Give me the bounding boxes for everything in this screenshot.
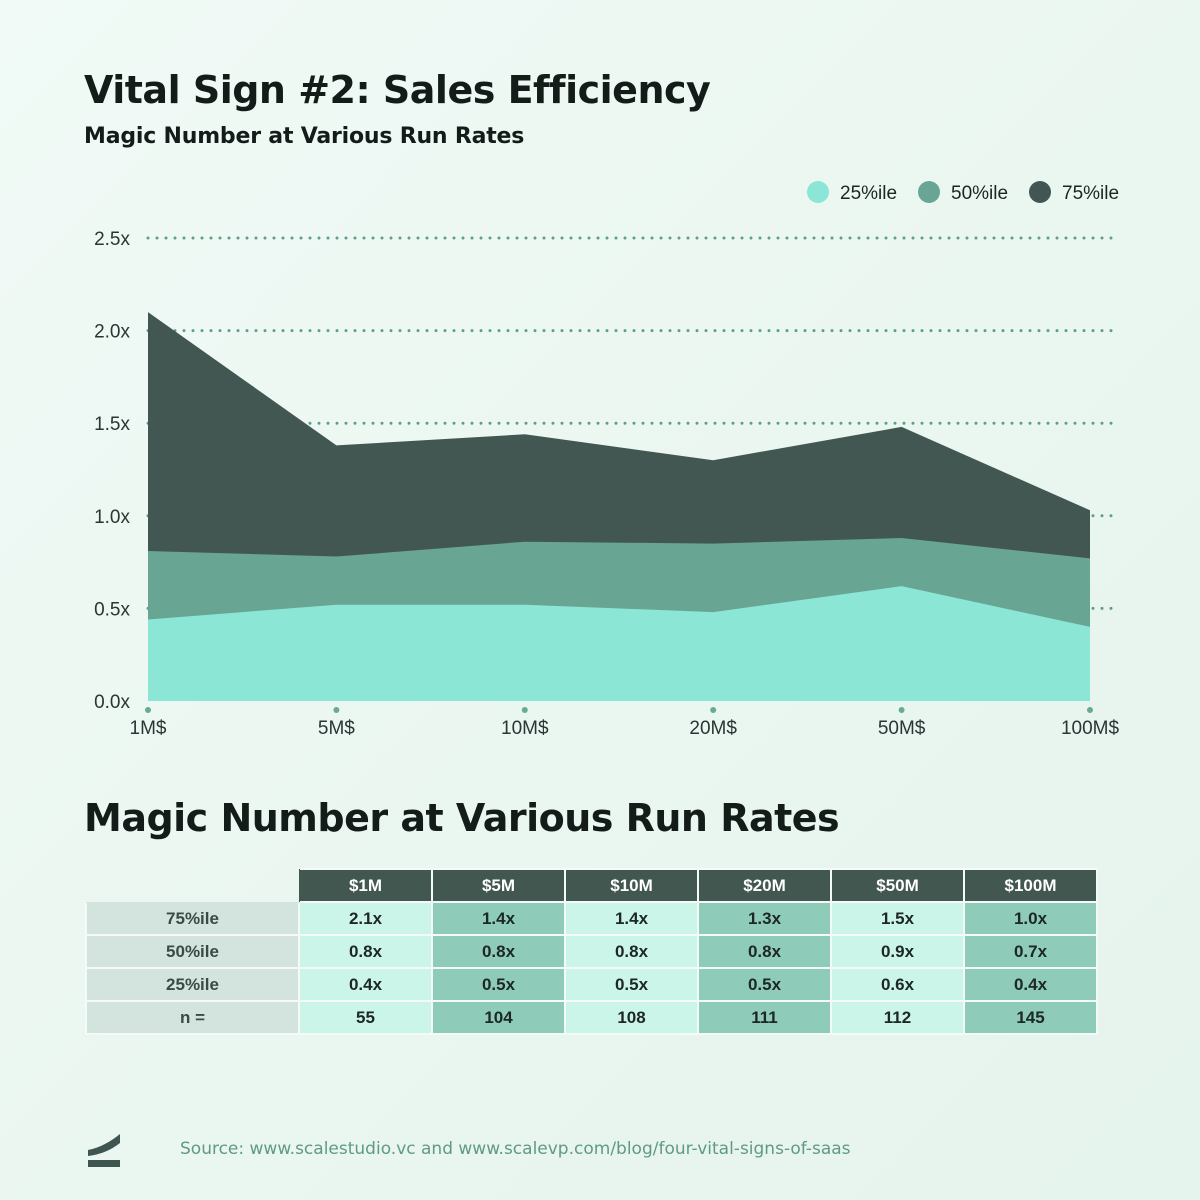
- table-row: 50%ile 0.8x 0.8x 0.8x 0.8x 0.9x 0.7x: [85, 934, 1098, 969]
- column-header: $10M: [564, 868, 699, 903]
- y-tick-label: 2.5x: [94, 229, 130, 250]
- y-tick-label: 0.0x: [94, 692, 130, 713]
- table-cell: 0.4x: [963, 967, 1098, 1002]
- column-header: $1M: [298, 868, 433, 903]
- legend-label: 25%ile: [840, 183, 897, 204]
- table-cell: 145: [963, 1000, 1098, 1035]
- x-tick-mark: [333, 707, 340, 713]
- table-cell: 0.4x: [298, 967, 433, 1002]
- table-cell: 0.8x: [431, 934, 566, 969]
- row-label: n =: [85, 1000, 300, 1035]
- table-cell: 104: [431, 1000, 566, 1035]
- chart-subtitle: Magic Number at Various Run Rates: [84, 124, 525, 149]
- chart-title: Vital Sign #2: Sales Efficiency: [84, 68, 711, 112]
- column-header: $20M: [697, 868, 832, 903]
- table-cell: 0.6x: [830, 967, 965, 1002]
- area-series-25pctile: [148, 586, 1090, 701]
- x-tick-label: 10M$: [501, 718, 549, 739]
- table-cell: 0.8x: [298, 934, 433, 969]
- legend-swatch: [1029, 181, 1051, 203]
- x-tick-label: 5M$: [318, 718, 355, 739]
- x-tick-label: 20M$: [689, 718, 737, 739]
- table-cell: 0.5x: [564, 967, 699, 1002]
- source-note: Source: www.scalestudio.vc and www.scale…: [180, 1139, 851, 1159]
- table-title: Magic Number at Various Run Rates: [84, 796, 840, 840]
- table-cell: 1.0x: [963, 901, 1098, 936]
- table-cell: 1.4x: [564, 901, 699, 936]
- x-tick-mark: [145, 707, 151, 713]
- magic-number-table: $1M $5M $10M $20M $50M $100M 75%ile 2.1x…: [85, 868, 1098, 1035]
- legend-label: 75%ile: [1062, 183, 1119, 204]
- table-cell: 111: [697, 1000, 832, 1035]
- x-tick-mark: [710, 707, 717, 713]
- table-cell: 112: [830, 1000, 965, 1035]
- y-tick-label: 1.5x: [94, 414, 130, 435]
- table-cell: 1.5x: [830, 901, 965, 936]
- table-cell: 0.8x: [564, 934, 699, 969]
- table-cell: 0.7x: [963, 934, 1098, 969]
- legend-swatch: [807, 181, 829, 203]
- x-tick-label: 1M$: [130, 718, 167, 739]
- x-tick-label: 50M$: [878, 718, 926, 739]
- table-cell: 0.9x: [830, 934, 965, 969]
- x-tick-mark: [521, 707, 528, 713]
- x-tick-mark: [898, 707, 905, 713]
- row-label: 75%ile: [85, 901, 300, 936]
- table-cell: 55: [298, 1000, 433, 1035]
- scale-studio-logo-icon: [88, 1134, 120, 1167]
- row-label: 25%ile: [85, 967, 300, 1002]
- y-tick-label: 1.0x: [94, 507, 130, 528]
- y-tick-label: 0.5x: [94, 599, 130, 620]
- table-row: 75%ile 2.1x 1.4x 1.4x 1.3x 1.5x 1.0x: [85, 901, 1098, 936]
- table-corner-cell: [86, 869, 299, 902]
- y-tick-label: 2.0x: [94, 322, 130, 343]
- table-row: 25%ile 0.4x 0.5x 0.5x 0.5x 0.6x 0.4x: [85, 967, 1098, 1002]
- table-cell: 0.5x: [431, 967, 566, 1002]
- column-header: $5M: [431, 868, 566, 903]
- table-cell: 1.4x: [431, 901, 566, 936]
- column-header: $50M: [830, 868, 965, 903]
- table-cell: 0.5x: [697, 967, 832, 1002]
- x-tick-mark: [1087, 707, 1093, 713]
- table-row: n = 55 104 108 111 112 145: [85, 1000, 1098, 1035]
- legend-label: 50%ile: [951, 183, 1008, 204]
- x-tick-label: 100M$: [1061, 718, 1120, 739]
- table-header-row: $1M $5M $10M $20M $50M $100M: [86, 868, 1098, 903]
- table-cell: 108: [564, 1000, 699, 1035]
- row-label: 50%ile: [85, 934, 300, 969]
- area-chart: 0.0x 0.5x 1.0x 1.5x 2.0x 2.5x 1M$ 5M$ 10M$ 20M$ 50…: [94, 181, 1120, 739]
- table-cell: 2.1x: [298, 901, 433, 936]
- legend-swatch: [918, 181, 940, 203]
- column-header: $100M: [963, 868, 1098, 903]
- table-cell: 0.8x: [697, 934, 832, 969]
- table-cell: 1.3x: [697, 901, 832, 936]
